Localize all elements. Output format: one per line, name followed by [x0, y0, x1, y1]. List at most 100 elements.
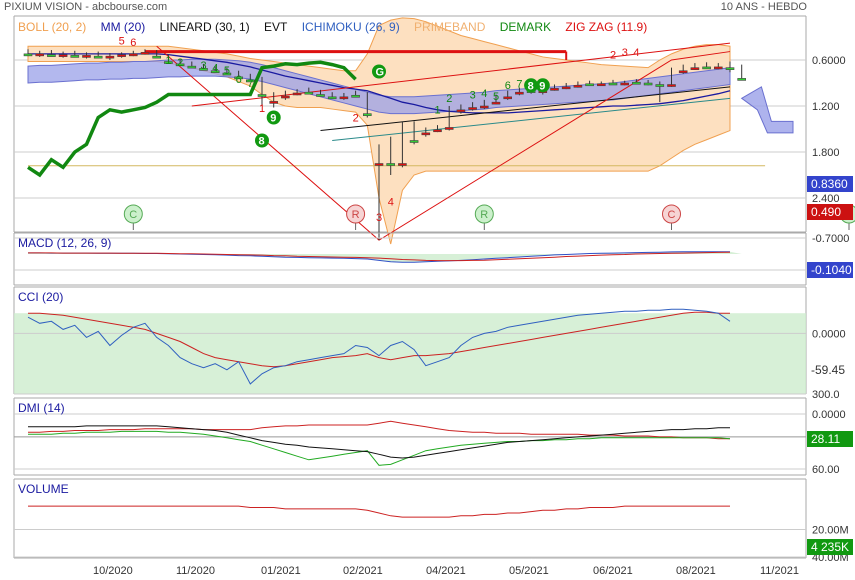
macd-last-badge-text: -0.1040 — [811, 263, 852, 277]
demark-count-green: 6 — [236, 74, 242, 86]
demark-count-red: 1 — [259, 103, 265, 115]
candle-body — [573, 85, 583, 88]
candle-body — [292, 92, 302, 96]
dmi-last-badge-text: 28.11 — [811, 432, 840, 446]
volume-last-badge-text: 4 235K — [811, 540, 849, 554]
candle-body — [737, 78, 747, 81]
x-axis-label: 11/2021 — [760, 565, 799, 577]
demark-count-red: 4 — [388, 197, 394, 209]
demark-badge-text: 8 — [259, 136, 265, 148]
candle-body — [351, 94, 360, 98]
legend-zigzag[interactable]: ZIG ZAG (11.9) — [565, 20, 648, 34]
candle-body — [386, 163, 396, 166]
candle-body — [234, 76, 243, 80]
demark-badge-bg — [255, 133, 269, 148]
macd-last-badge-bg — [807, 262, 853, 278]
candle-body — [316, 94, 325, 97]
demark-count-green: 7 — [516, 79, 522, 91]
dmi-axis-tick-label: 0.0000 — [812, 409, 846, 421]
dmi-minus-line — [28, 420, 730, 440]
signal-marker-bg — [474, 204, 494, 224]
candle-body — [667, 84, 676, 87]
candle-body — [129, 53, 138, 57]
x-axis-label: 04/2021 — [426, 565, 466, 577]
legend-boll[interactable]: BOLL (20, 2) — [18, 20, 87, 34]
candle-body — [339, 96, 349, 100]
demark-count-green: 4 — [481, 88, 487, 100]
cci-last-badge-bg — [807, 362, 853, 378]
price-last-badge-text: 0.8360 — [811, 177, 848, 191]
signal-marker-text: C — [129, 209, 137, 221]
signal-marker-text: R — [480, 209, 488, 221]
demark-count-red: 4 — [633, 47, 639, 59]
cci-last-badge-text: -59.45 — [811, 363, 845, 377]
demark-badge-text: 9 — [270, 113, 276, 125]
dmi-plus-line — [28, 430, 731, 466]
legend-ichimoku[interactable]: ICHIMOKU (26, 9) — [301, 20, 400, 34]
candle-body — [374, 163, 384, 166]
demark-count-green: 5 — [493, 91, 499, 103]
candle-body — [327, 96, 337, 100]
signal-marker-bg — [346, 204, 366, 224]
candle-body — [199, 68, 208, 71]
signal-marker-bg — [662, 204, 681, 224]
candle-body — [257, 94, 267, 97]
candle-body — [93, 55, 103, 59]
candle-body — [35, 53, 45, 57]
demark-count-green: 5 — [224, 65, 230, 77]
candle-body — [433, 129, 442, 133]
candle-body — [164, 61, 173, 64]
demark-count-red: 3 — [622, 47, 628, 59]
candle-body — [713, 66, 723, 70]
x-axis-label: 01/2021 — [261, 565, 301, 577]
volume-panel-label: VOLUME — [18, 482, 69, 496]
candle-body — [140, 52, 150, 55]
cci-oversold-zone — [14, 313, 806, 394]
legend-evt[interactable]: EVT — [264, 20, 288, 34]
price-axis-tick-label: 1.200 — [812, 101, 840, 113]
candle-body — [725, 67, 735, 70]
candle-body — [398, 163, 407, 166]
cci-panel-label: CCI (20) — [18, 290, 64, 304]
demark-count-red: 3 — [376, 212, 382, 224]
candle-body — [23, 53, 33, 57]
legend-lineard[interactable]: LINEARD (30, 1) — [159, 20, 250, 34]
legend-mm[interactable]: MM (20) — [100, 20, 146, 34]
candle-body — [105, 55, 115, 59]
demark-badge-text: 9 — [539, 80, 545, 92]
demark-badge-text: 8 — [528, 80, 534, 92]
candle-body — [70, 55, 80, 58]
legend-demark[interactable]: DEMARK — [499, 20, 552, 34]
demark-count-red: 2 — [353, 112, 359, 124]
macd-axis-tick-label: -0.7000 — [812, 233, 849, 245]
candle-body — [152, 55, 161, 59]
volume-last-badge-bg — [807, 539, 853, 555]
period-label: 10 ANS - HEBDO — [720, 1, 807, 13]
candle-body — [503, 96, 513, 100]
legend-primeband[interactable]: PRIMEBAND — [414, 20, 486, 34]
price-axis-tick-label: 2.400 — [812, 193, 840, 205]
candle-body — [175, 63, 185, 67]
candle-body — [643, 82, 653, 86]
demark-badge-text: G — [376, 67, 385, 79]
candle-body — [690, 67, 700, 70]
candle-body — [222, 72, 232, 76]
signal-marker-text: R — [352, 209, 360, 221]
dmi-panel-label: DMI (14) — [18, 401, 65, 415]
dmi-axis-tick-label: 60.00 — [812, 464, 840, 476]
candle-body — [632, 81, 641, 85]
x-axis-label: 11/2020 — [176, 565, 215, 577]
cci-axis-tick-label: 300.0 — [812, 389, 840, 401]
indicator-legend: BOLL (20, 2) MM (20) LINEARD (30, 1) EVT… — [18, 20, 658, 34]
candle-body — [58, 54, 68, 57]
site-title: PIXIUM VISION - abcbourse.com — [4, 1, 168, 13]
demark-count-red: 5 — [119, 36, 125, 48]
candle-body — [421, 132, 431, 136]
candle-body — [491, 101, 501, 105]
volume-axis-tick-label: 20.00M — [812, 525, 849, 537]
cci-line — [27, 308, 731, 385]
zigzag-trend-line — [191, 42, 731, 107]
x-axis-label: 08/2021 — [676, 565, 716, 577]
candle-body — [561, 86, 571, 90]
cci-signal-line — [28, 311, 730, 368]
